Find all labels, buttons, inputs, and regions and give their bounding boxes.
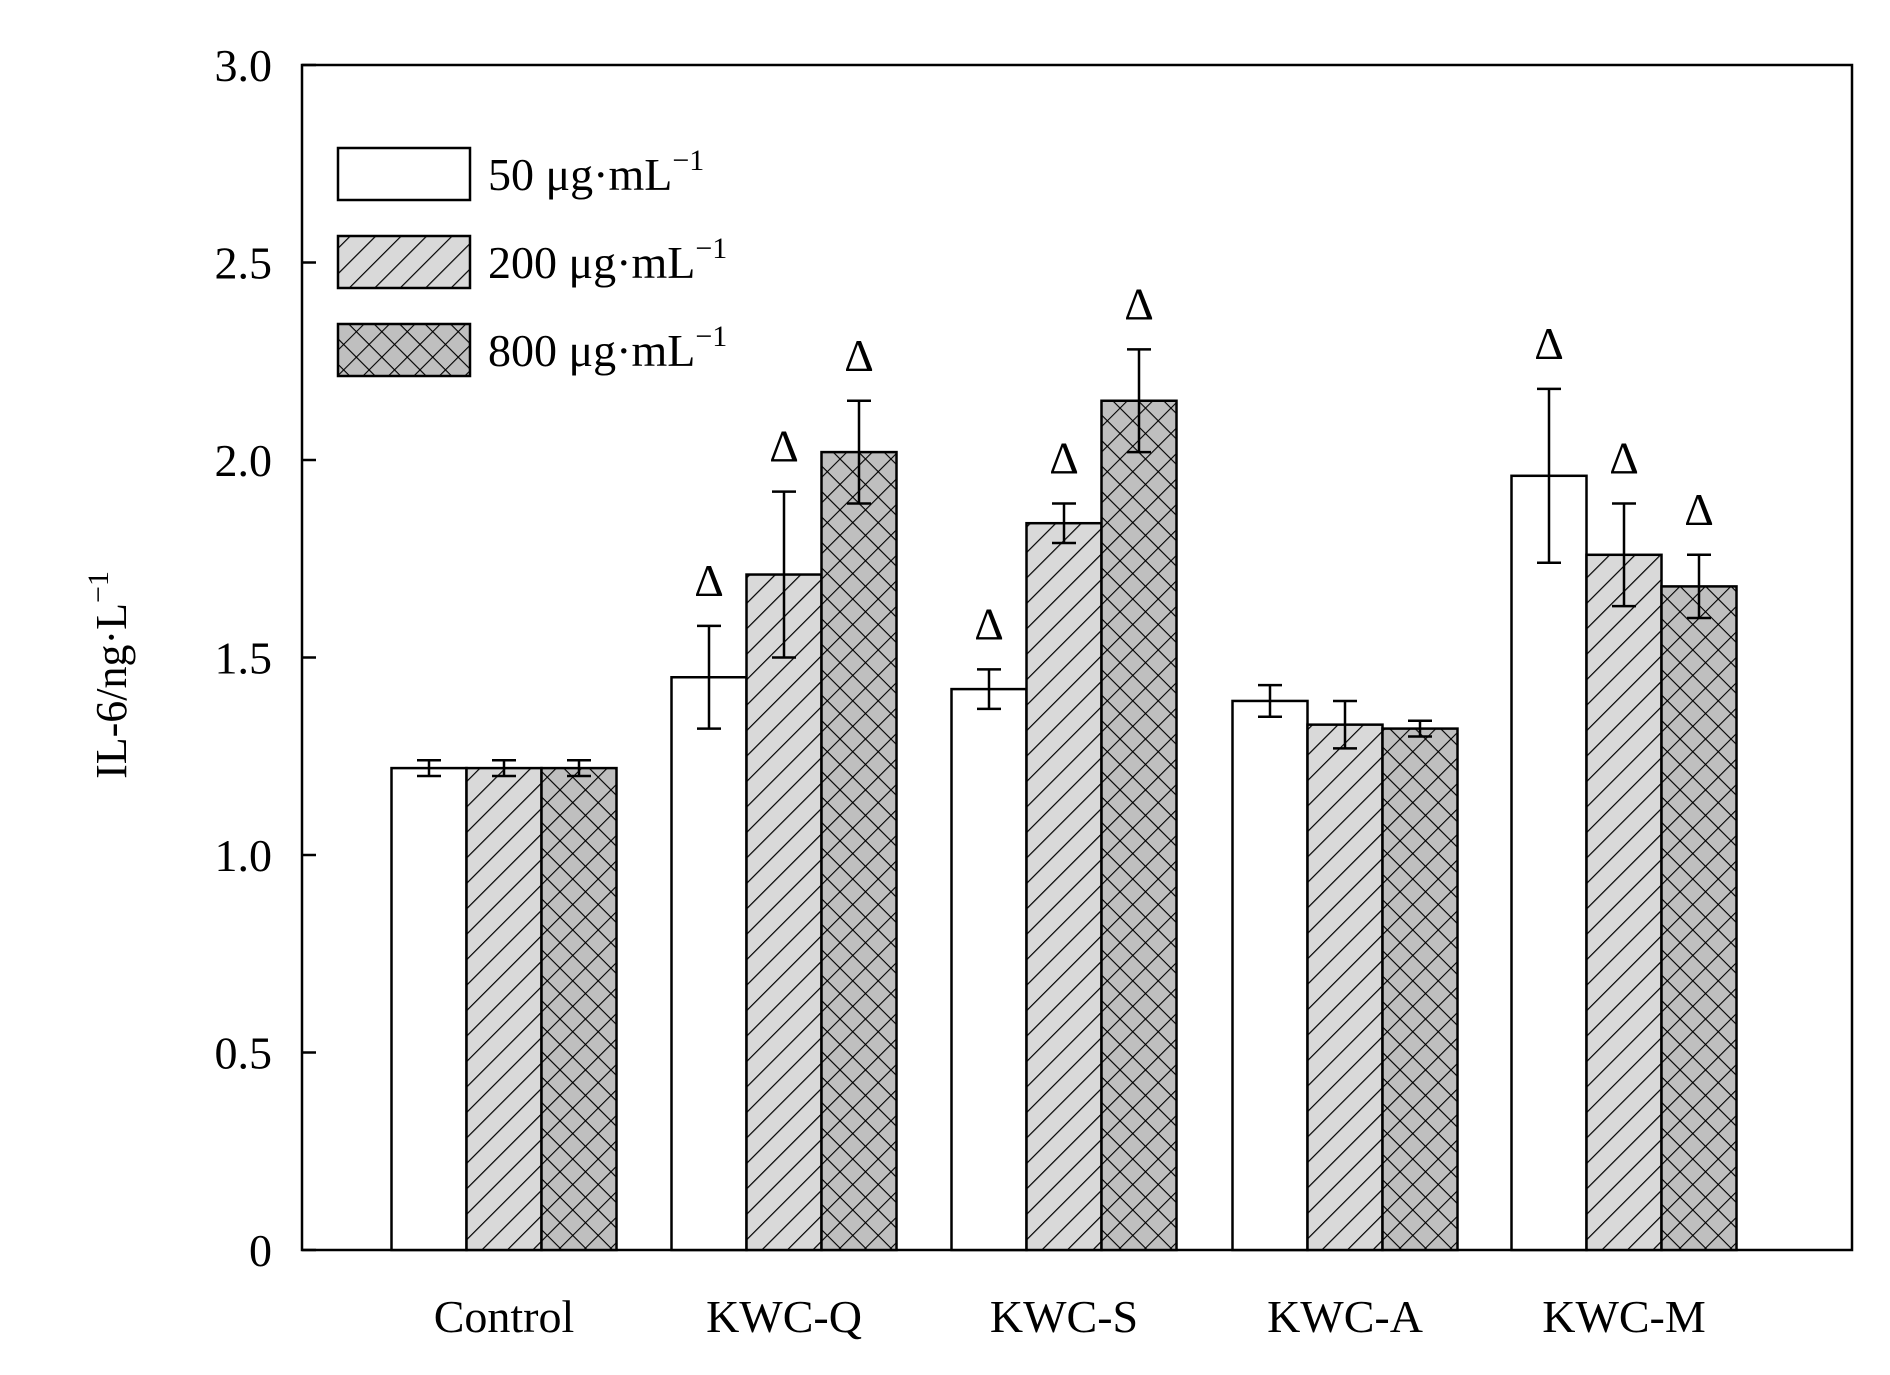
bar [1025,521,1103,1252]
significance-marker: Δ [1124,278,1154,329]
legend-label-base: 200 μg·mL [488,237,695,288]
legend-label: 200 μg·mL−1 [488,232,727,288]
y-tick-label: 2.0 [215,435,273,486]
y-tick-label: 3.0 [215,40,273,91]
legend-label-superscript: −1 [695,232,727,265]
y-tick-label: 1.5 [215,633,273,684]
x-tick-label: Control [434,1291,575,1342]
legend-label: 50 μg·mL−1 [488,144,704,200]
x-tick-label: KWC-A [1267,1291,1423,1342]
bar [670,676,748,1252]
legend-item: 50 μg·mL−1 [336,144,704,202]
bar [465,766,543,1252]
significance-marker: Δ [1684,484,1714,535]
x-tick-label: KWC-S [990,1291,1138,1342]
bar [1381,727,1459,1252]
significance-marker: Δ [974,598,1004,649]
legend-item: 200 μg·mL−1 [336,232,727,290]
legend-label: 800 μg·mL−1 [488,320,727,376]
legend-swatch [336,234,472,290]
bar [745,573,823,1252]
significance-marker: Δ [769,421,799,472]
bar [950,687,1028,1252]
legend-label-superscript: −1 [695,320,727,353]
y-axis-label: IL-6/ng·L−1 [82,571,136,779]
bar [1231,699,1309,1252]
bar [1660,585,1738,1252]
bar [1510,474,1588,1252]
significance-marker: Δ [1609,432,1639,483]
significance-marker: Δ [694,555,724,606]
y-tick-label: 2.5 [215,238,273,289]
legend-swatch [336,146,472,202]
legend-label-superscript: −1 [672,144,704,177]
bar [1100,399,1178,1252]
y-tick-label: 0.5 [215,1028,273,1079]
bar [390,766,468,1252]
bar [540,766,618,1252]
y-axis-label-superscript: −1 [82,571,115,603]
significance-marker: Δ [1049,432,1079,483]
legend-label-base: 800 μg·mL [488,325,695,376]
y-tick-label: 1.0 [215,830,273,881]
legend-swatch [336,322,472,378]
bar [820,450,898,1252]
x-tick-label: KWC-Q [706,1291,862,1342]
bar [1306,723,1384,1252]
y-tick-label: 0 [249,1225,272,1276]
significance-marker: Δ [1534,318,1564,369]
bar [1585,553,1663,1252]
plot-area: 00.51.01.52.02.53.0ControlΔΔΔKWC-QΔΔΔKWC… [215,40,1854,1342]
y-axis-label-base: IL-6/ng·L [87,603,136,779]
x-tick-label: KWC-M [1542,1291,1706,1342]
significance-marker: Δ [844,330,874,381]
legend-item: 800 μg·mL−1 [336,320,727,378]
legend-label-base: 50 μg·mL [488,149,672,200]
